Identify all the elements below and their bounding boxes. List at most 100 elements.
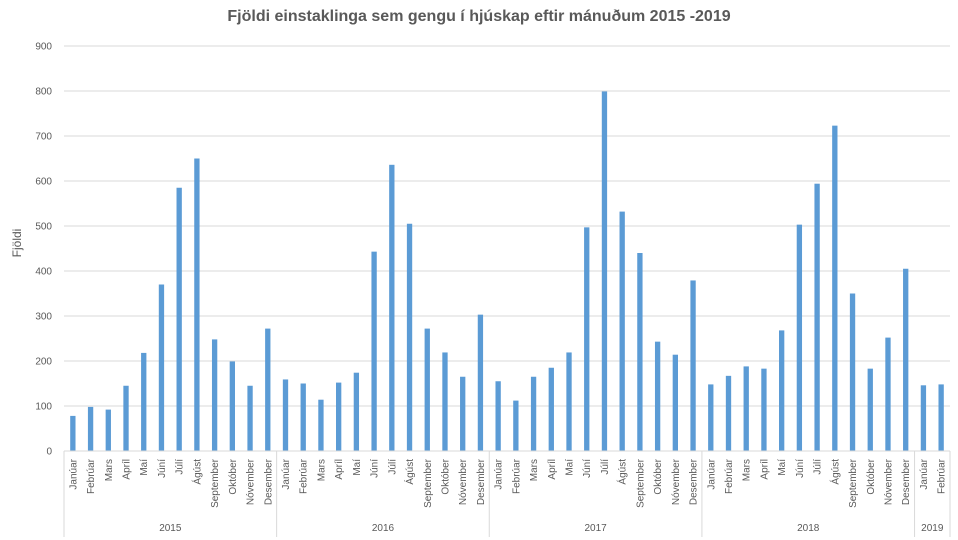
year-label: 2017	[584, 523, 607, 534]
y-tick-label: 0	[46, 447, 52, 458]
x-tick-label: Janúar	[919, 458, 930, 489]
x-tick-label: Júlí	[387, 459, 398, 475]
x-tick-label: Nóvember	[883, 458, 894, 505]
bar	[601, 91, 608, 451]
x-tick-label: September	[848, 458, 859, 508]
y-tick-label: 100	[35, 402, 52, 413]
x-tick-label: Desember	[476, 458, 487, 505]
x-tick-label: Nóvember	[246, 458, 257, 505]
bar	[690, 280, 696, 451]
bars	[70, 91, 944, 452]
bar	[194, 158, 200, 451]
bar	[849, 293, 856, 451]
bar	[176, 187, 182, 451]
bar	[70, 415, 76, 451]
x-tick-label: Janúar	[68, 458, 79, 489]
bar	[530, 376, 537, 451]
x-tick-label: Maí	[777, 459, 788, 476]
bar	[300, 383, 306, 451]
bar	[867, 368, 873, 451]
x-tick-label: Apríl	[547, 459, 558, 480]
x-tick-label: Nóvember	[458, 458, 469, 505]
bar	[158, 284, 165, 451]
x-tick-label: Febrúar	[299, 458, 310, 494]
bar	[566, 352, 572, 451]
bar	[371, 251, 377, 451]
x-tick-label: Desember	[689, 458, 700, 505]
bar	[353, 372, 360, 451]
y-tick-label: 400	[35, 267, 52, 278]
bar	[265, 328, 271, 451]
y-tick-label: 800	[35, 87, 52, 98]
bar	[708, 384, 714, 451]
x-tick-label: Júní	[370, 459, 381, 478]
bar	[406, 223, 413, 451]
year-label: 2015	[159, 523, 182, 534]
x-tick-label: Apríl	[122, 459, 133, 480]
year-label: 2019	[921, 523, 944, 534]
bar	[548, 367, 554, 451]
x-tick-label: Júní	[795, 459, 806, 478]
x-tick-label: Ágúst	[828, 459, 841, 485]
x-tick-label: Apríl	[334, 459, 345, 480]
year-label: 2016	[372, 523, 395, 534]
bar	[654, 341, 661, 451]
x-tick-label: Janúar	[706, 458, 717, 489]
x-tick-label: Október	[440, 458, 451, 494]
x-tick-label: September	[635, 458, 646, 508]
x-tick-label: September	[423, 458, 434, 508]
x-tick-label: Mars	[316, 459, 327, 481]
x-tick-label: Mars	[529, 459, 540, 481]
x-tick-label: Ágúst	[403, 459, 416, 485]
y-tick-label: 600	[35, 177, 52, 188]
x-tick-label: Apríl	[759, 459, 770, 480]
x-tick-label: Júlí	[600, 459, 611, 475]
x-tick-label: Október	[866, 458, 877, 494]
x-tick-label: Ágúst	[190, 459, 203, 485]
bar	[87, 406, 94, 451]
bar	[318, 399, 324, 451]
y-tick-label: 900	[35, 42, 52, 53]
bar	[814, 183, 820, 451]
bar	[796, 224, 803, 451]
bar	[282, 379, 289, 451]
x-tick-label: Mars	[104, 459, 115, 481]
x-tick-label: Febrúar	[937, 458, 948, 494]
x-tick-label: Október	[228, 458, 239, 494]
x-tick-label: Júlí	[813, 459, 824, 475]
x-tick-label: Október	[653, 458, 664, 494]
x-tick-label: Maí	[139, 459, 150, 476]
x-tick-label: Júní	[157, 459, 168, 478]
bar	[123, 385, 129, 451]
bar	[619, 211, 625, 451]
y-tick-label: 500	[35, 222, 52, 233]
bar	[460, 376, 466, 451]
x-tick-label: Desember	[263, 458, 274, 505]
bar	[211, 339, 218, 451]
x-axis: Janúar Febrúar Mars Apríl Maí Júní Júlí Ágúst Se…	[63, 450, 951, 537]
y-tick-label: 300	[35, 312, 52, 323]
bar	[105, 409, 111, 451]
x-tick-label: Ágúst	[616, 459, 629, 485]
x-tick-label: Maí	[352, 459, 363, 476]
bar	[247, 385, 253, 451]
x-tick-label: Júní	[582, 459, 593, 478]
x-tick-label: Nóvember	[671, 458, 682, 505]
bar	[672, 354, 678, 451]
bar	[725, 375, 732, 451]
bar	[885, 337, 891, 451]
bar	[141, 352, 147, 451]
y-tick-labels: 0 100 200 300 400 500 600 700 800 900	[35, 42, 52, 458]
bar	[495, 381, 501, 451]
bar	[442, 352, 448, 451]
x-tick-label: Febrúar	[86, 458, 97, 494]
x-tick-label: Febrúar	[724, 458, 735, 494]
x-tick-label: Maí	[565, 459, 576, 476]
bar	[832, 125, 838, 452]
x-tick-label: Mars	[742, 459, 753, 481]
bar	[513, 400, 519, 451]
bar	[336, 382, 342, 451]
chart-title: Fjöldi einstaklinga sem gengu í hjúskap …	[227, 8, 731, 25]
bar	[779, 330, 785, 451]
